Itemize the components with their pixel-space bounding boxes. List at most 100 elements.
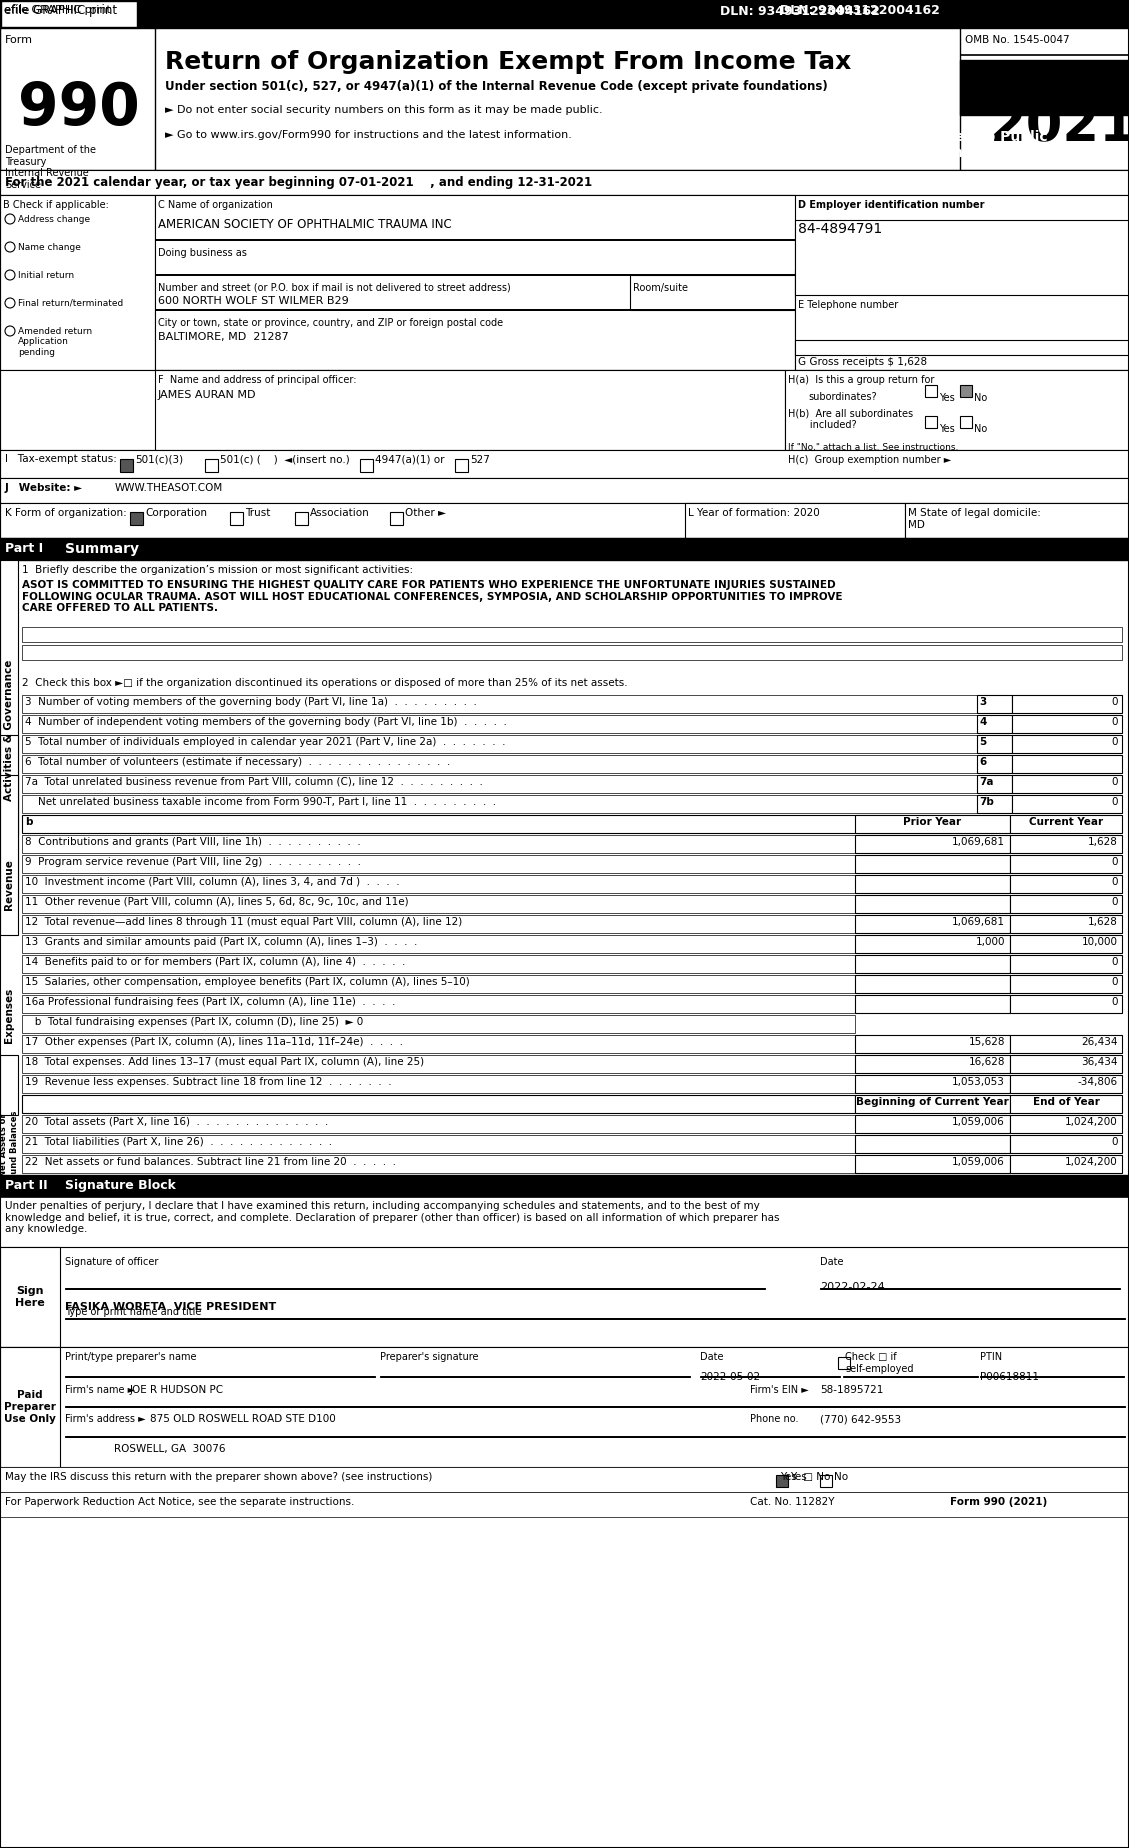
Bar [960, 384, 972, 397]
Text: H(c)  Group exemption number ►: H(c) Group exemption number ► [788, 455, 952, 466]
Bar [0, 170, 1129, 196]
Bar [21, 815, 977, 833]
Text: B Check if applicable:: B Check if applicable: [3, 200, 108, 211]
Text: PTIN: PTIN [980, 1353, 1003, 1362]
Text: 9  Program service revenue (Part VIII, line 2g)  .  .  .  .  .  .  .  .  .  .: 9 Program service revenue (Part VIII, li… [25, 857, 361, 867]
Text: Submission Date - 2022-05-02: Submission Date - 2022-05-02 [145, 6, 344, 18]
Text: efile GRAPHIC print: efile GRAPHIC print [5, 4, 117, 17]
Text: 527: 527 [470, 455, 490, 466]
Bar [1010, 856, 1122, 872]
Text: 6  Total number of volunteers (estimate if necessary)  .  .  .  .  .  .  .  .  .: 6 Total number of volunteers (estimate i… [25, 758, 450, 767]
Text: 10  Investment income (Part VIII, column (A), lines 3, 4, and 7d )  .  .  .  .: 10 Investment income (Part VIII, column … [25, 878, 400, 887]
Text: Paid
Preparer
Use Only: Paid Preparer Use Only [5, 1390, 56, 1423]
Text: Expenses: Expenses [5, 987, 14, 1042]
Text: Room/suite: Room/suite [633, 283, 688, 294]
Text: 0: 0 [1111, 717, 1118, 726]
Text: 0: 0 [1111, 978, 1118, 987]
Text: Submission Date - 2022-05-02: Submission Date - 2022-05-02 [145, 4, 344, 17]
Bar [925, 384, 937, 397]
Bar [977, 695, 1012, 713]
Bar [21, 1155, 855, 1173]
Text: 600 NORTH WOLF ST WILMER B29: 600 NORTH WOLF ST WILMER B29 [158, 296, 349, 307]
Bar [21, 795, 977, 813]
Text: Under penalties of perjury, I declare that I have examined this return, includin: Under penalties of perjury, I declare th… [5, 1201, 779, 1234]
Text: Firm's name ►: Firm's name ► [65, 1384, 135, 1395]
Text: b  Total fundraising expenses (Part IX, column (D), line 25)  ► 0: b Total fundraising expenses (Part IX, c… [25, 1016, 364, 1027]
Text: DLN: 93493122004162: DLN: 93493122004162 [780, 4, 939, 17]
Text: I   Tax-exempt status:: I Tax-exempt status: [5, 455, 117, 464]
Text: Part I: Part I [5, 541, 43, 554]
Bar [455, 458, 469, 471]
Text: D Employer identification number: D Employer identification number [798, 200, 984, 211]
Bar [0, 451, 1129, 479]
Bar [0, 560, 18, 900]
Bar [0, 736, 18, 835]
Bar [1010, 935, 1122, 954]
Bar [1, 2, 137, 28]
Bar [855, 1155, 1010, 1173]
Bar [1012, 715, 1122, 734]
Bar [1010, 1135, 1122, 1153]
Bar [21, 1096, 855, 1112]
Text: 18  Total expenses. Add lines 13–17 (must equal Part IX, column (A), line 25): 18 Total expenses. Add lines 13–17 (must… [25, 1057, 425, 1066]
Bar [0, 1055, 18, 1114]
Bar [1010, 835, 1122, 854]
Text: No: No [974, 423, 987, 434]
Text: P00618811: P00618811 [980, 1371, 1039, 1382]
Text: 20  Total assets (Part X, line 16)  .  .  .  .  .  .  .  .  .  .  .  .  .  .: 20 Total assets (Part X, line 16) . . . … [25, 1116, 329, 1127]
Bar [795, 270, 1129, 370]
Text: (770) 642-9553: (770) 642-9553 [820, 1414, 901, 1425]
Text: Under section 501(c), 527, or 4947(a)(1) of the Internal Revenue Code (except pr: Under section 501(c), 527, or 4947(a)(1)… [165, 79, 828, 92]
Text: If "No," attach a list. See instructions.: If "No," attach a list. See instructions… [788, 444, 959, 453]
Bar [1012, 736, 1122, 752]
Text: 0: 0 [1111, 998, 1118, 1007]
Text: 0: 0 [1111, 878, 1118, 887]
Bar [630, 275, 795, 310]
Bar [21, 915, 855, 933]
Bar [960, 28, 1129, 170]
Text: Open to Public
Inspection: Open to Public Inspection [933, 129, 1048, 161]
Bar [855, 1096, 1010, 1112]
Text: 7a  Total unrelated business revenue from Part VIII, column (C), line 12  .  .  : 7a Total unrelated business revenue from… [25, 776, 483, 787]
Bar [1012, 795, 1122, 813]
Text: 875 OLD ROSWELL ROAD STE D100: 875 OLD ROSWELL ROAD STE D100 [150, 1414, 335, 1425]
Text: 990: 990 [18, 79, 140, 137]
Bar [855, 955, 1010, 974]
Bar [21, 935, 855, 954]
Text: 84-4894791: 84-4894791 [798, 222, 882, 237]
Text: 0: 0 [1111, 737, 1118, 747]
Text: Firm's address ►: Firm's address ► [65, 1414, 146, 1425]
Text: subordinates?: subordinates? [808, 392, 876, 403]
Text: Other ►: Other ► [405, 508, 446, 517]
Bar [21, 1015, 855, 1033]
Text: Date: Date [700, 1353, 724, 1362]
Bar [390, 512, 403, 525]
Bar [205, 458, 218, 471]
Text: Signature Block: Signature Block [65, 1179, 176, 1192]
Text: J   Website: ►: J Website: ► [5, 482, 84, 493]
Bar [977, 736, 1012, 752]
Text: 14  Benefits paid to or for members (Part IX, column (A), line 4)  .  .  .  .  .: 14 Benefits paid to or for members (Part… [25, 957, 405, 967]
Bar [820, 1475, 832, 1488]
Text: 10,000: 10,000 [1082, 937, 1118, 946]
Text: 2022-02-24: 2022-02-24 [820, 1283, 885, 1292]
Text: 0: 0 [1111, 796, 1118, 808]
Bar [1010, 874, 1122, 893]
Text: H(b)  Are all subordinates
       included?: H(b) Are all subordinates included? [788, 408, 913, 429]
Text: -34,806: -34,806 [1078, 1077, 1118, 1087]
Text: M State of legal domicile:
MD: M State of legal domicile: MD [908, 508, 1041, 530]
Text: JAMES AURAN MD: JAMES AURAN MD [158, 390, 256, 399]
Text: K Form of organization:: K Form of organization: [5, 508, 126, 517]
Text: Initial return: Initial return [18, 272, 75, 281]
Bar [21, 856, 855, 872]
Text: Cat. No. 11282Y: Cat. No. 11282Y [750, 1497, 834, 1506]
Text: 21  Total liabilities (Part X, line 26)  .  .  .  .  .  .  .  .  .  .  .  .  .: 21 Total liabilities (Part X, line 26) .… [25, 1137, 332, 1148]
Text: Form: Form [5, 35, 33, 44]
Bar [21, 1135, 855, 1153]
Text: Amended return
Application
pending: Amended return Application pending [18, 327, 93, 357]
Text: 1,024,200: 1,024,200 [1066, 1116, 1118, 1127]
Bar [855, 1076, 1010, 1092]
Text: Print/type preparer's name: Print/type preparer's name [65, 1353, 196, 1362]
Bar [925, 416, 937, 429]
Bar [0, 479, 1129, 503]
